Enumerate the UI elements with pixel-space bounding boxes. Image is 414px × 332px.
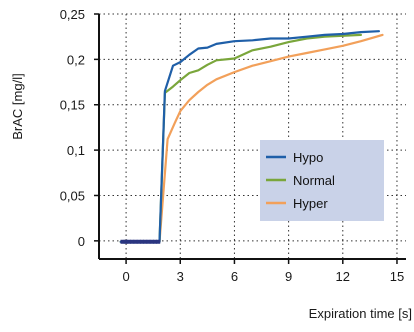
baseline-markers xyxy=(120,239,161,244)
y-tick-label: 0,05 xyxy=(60,188,85,203)
series-line-normal xyxy=(119,33,362,243)
baseline-marker xyxy=(149,239,154,244)
baseline-marker xyxy=(136,239,141,244)
series-line-hyper xyxy=(119,33,384,243)
baseline-marker xyxy=(126,239,131,244)
y-axis-title: BrAC [mg/l] xyxy=(10,73,25,139)
x-tick-label: 9 xyxy=(285,269,292,284)
baseline-marker xyxy=(156,239,161,244)
x-tick-label: 12 xyxy=(336,269,350,284)
series-line-hypo xyxy=(119,30,380,243)
series-lines xyxy=(119,30,384,243)
y-tick-label: 0 xyxy=(78,234,85,249)
baseline-marker xyxy=(139,239,144,244)
ticks: 0 3 6 9 12 15 0 0,05 0,1 0,15 0,2 0,25 xyxy=(60,7,405,284)
y-tick-label: 0,2 xyxy=(67,52,85,67)
x-tick-label: 3 xyxy=(177,269,184,284)
y-tick-label: 0,25 xyxy=(60,7,85,22)
baseline-marker xyxy=(120,239,125,244)
x-tick-label: 0 xyxy=(122,269,129,284)
legend-label-normal: Normal xyxy=(293,173,335,188)
baseline-marker xyxy=(130,239,135,244)
legend-label-hyper: Hyper xyxy=(293,196,328,211)
baseline-marker xyxy=(146,239,151,244)
baseline-marker xyxy=(152,239,157,244)
x-axis-title: Expiration time [s] xyxy=(309,306,412,321)
legend: Hypo Normal Hyper xyxy=(260,140,384,221)
axes xyxy=(98,14,406,260)
legend-label-hypo: Hypo xyxy=(293,150,323,165)
y-tick-label: 0,15 xyxy=(60,98,85,113)
baseline-marker xyxy=(133,239,138,244)
y-tick-label: 0,1 xyxy=(67,143,85,158)
grid xyxy=(99,13,406,259)
x-tick-label: 6 xyxy=(231,269,238,284)
baseline-marker xyxy=(123,239,128,244)
baseline-marker xyxy=(143,239,148,244)
x-tick-label: 15 xyxy=(390,269,404,284)
